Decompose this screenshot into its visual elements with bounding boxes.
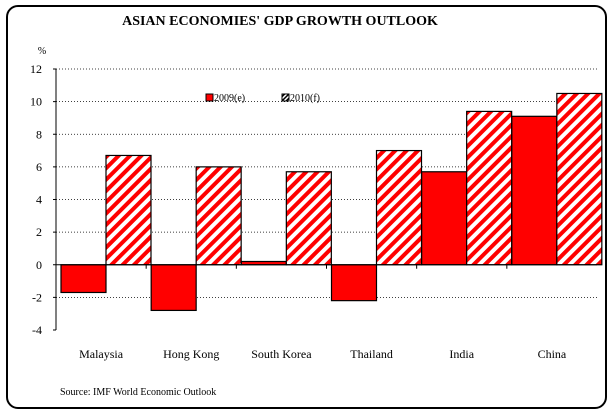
bar-2010f-malaysia bbox=[105, 154, 152, 266]
y-tick-label: 4 bbox=[36, 193, 42, 207]
x-category-label: India bbox=[449, 347, 474, 361]
bar-2009e-hong-kong bbox=[150, 264, 197, 312]
bar-2010f-thailand bbox=[375, 149, 423, 266]
bar-2009e-thailand bbox=[330, 264, 378, 302]
x-category-label: Malaysia bbox=[79, 347, 124, 361]
source-note: Source: IMF World Economic Outlook bbox=[60, 387, 217, 398]
y-tick-label: -2 bbox=[32, 290, 42, 304]
bar-2009e-china bbox=[511, 115, 558, 266]
chart-title: ASIAN ECONOMIES' GDP GROWTH OUTLOOK bbox=[122, 14, 438, 29]
y-axis-unit-label: % bbox=[38, 46, 46, 57]
x-category-label: Hong Kong bbox=[163, 347, 219, 361]
x-category-label: China bbox=[538, 347, 567, 361]
bar-2010f-hong-kong bbox=[195, 166, 242, 266]
y-tick-label: 12 bbox=[30, 62, 42, 76]
legend-swatch-2010f bbox=[281, 93, 290, 102]
legend-label-2010f: 2010(f) bbox=[290, 93, 320, 104]
bar-2009e-malaysia bbox=[60, 264, 107, 294]
y-tick-label: 8 bbox=[36, 127, 42, 141]
y-tick-label: 2 bbox=[36, 225, 42, 239]
bar-2010f-india bbox=[466, 110, 513, 266]
x-category-label: South Korea bbox=[251, 347, 312, 361]
x-category-label: Thailand bbox=[350, 347, 393, 361]
y-tick-label: 6 bbox=[36, 160, 42, 174]
y-tick-label: -4 bbox=[32, 323, 42, 337]
bar-2010f-china bbox=[556, 92, 603, 266]
legend-swatch-2009e bbox=[205, 93, 214, 102]
bar-2009e-india bbox=[421, 171, 468, 266]
y-tick-label: 0 bbox=[36, 258, 42, 272]
y-tick-label: 10 bbox=[30, 95, 42, 109]
legend-label-2009e: 2009(e) bbox=[214, 93, 245, 104]
bar-2010f-south-korea bbox=[285, 171, 332, 266]
